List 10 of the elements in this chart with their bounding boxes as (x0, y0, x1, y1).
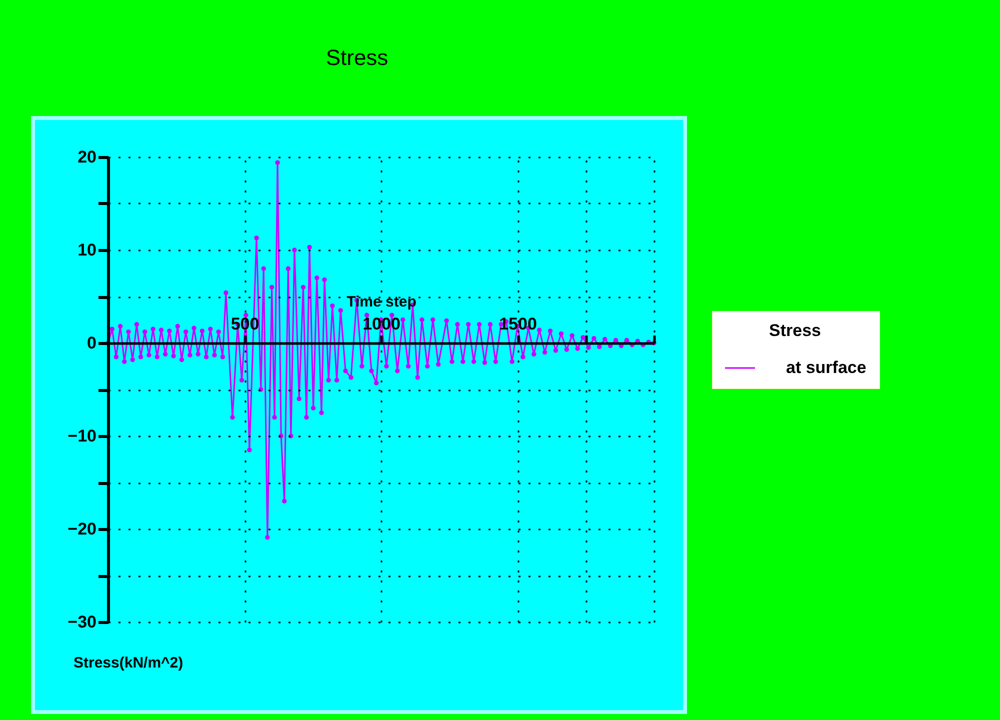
y-tick-label: −30 (68, 612, 96, 632)
legend-title: Stress (769, 321, 821, 340)
legend-label: at surface (786, 358, 866, 377)
y-tick-label: −10 (68, 426, 96, 446)
chart-title: Stress (326, 45, 388, 70)
y-tick-label: 20 (78, 148, 96, 166)
y-axis-title: Stress(kN/m^2) (74, 654, 184, 672)
y-tick-label: 10 (78, 240, 96, 260)
y-tick-label: −20 (68, 520, 96, 538)
y-tick-label: 0 (87, 334, 96, 352)
